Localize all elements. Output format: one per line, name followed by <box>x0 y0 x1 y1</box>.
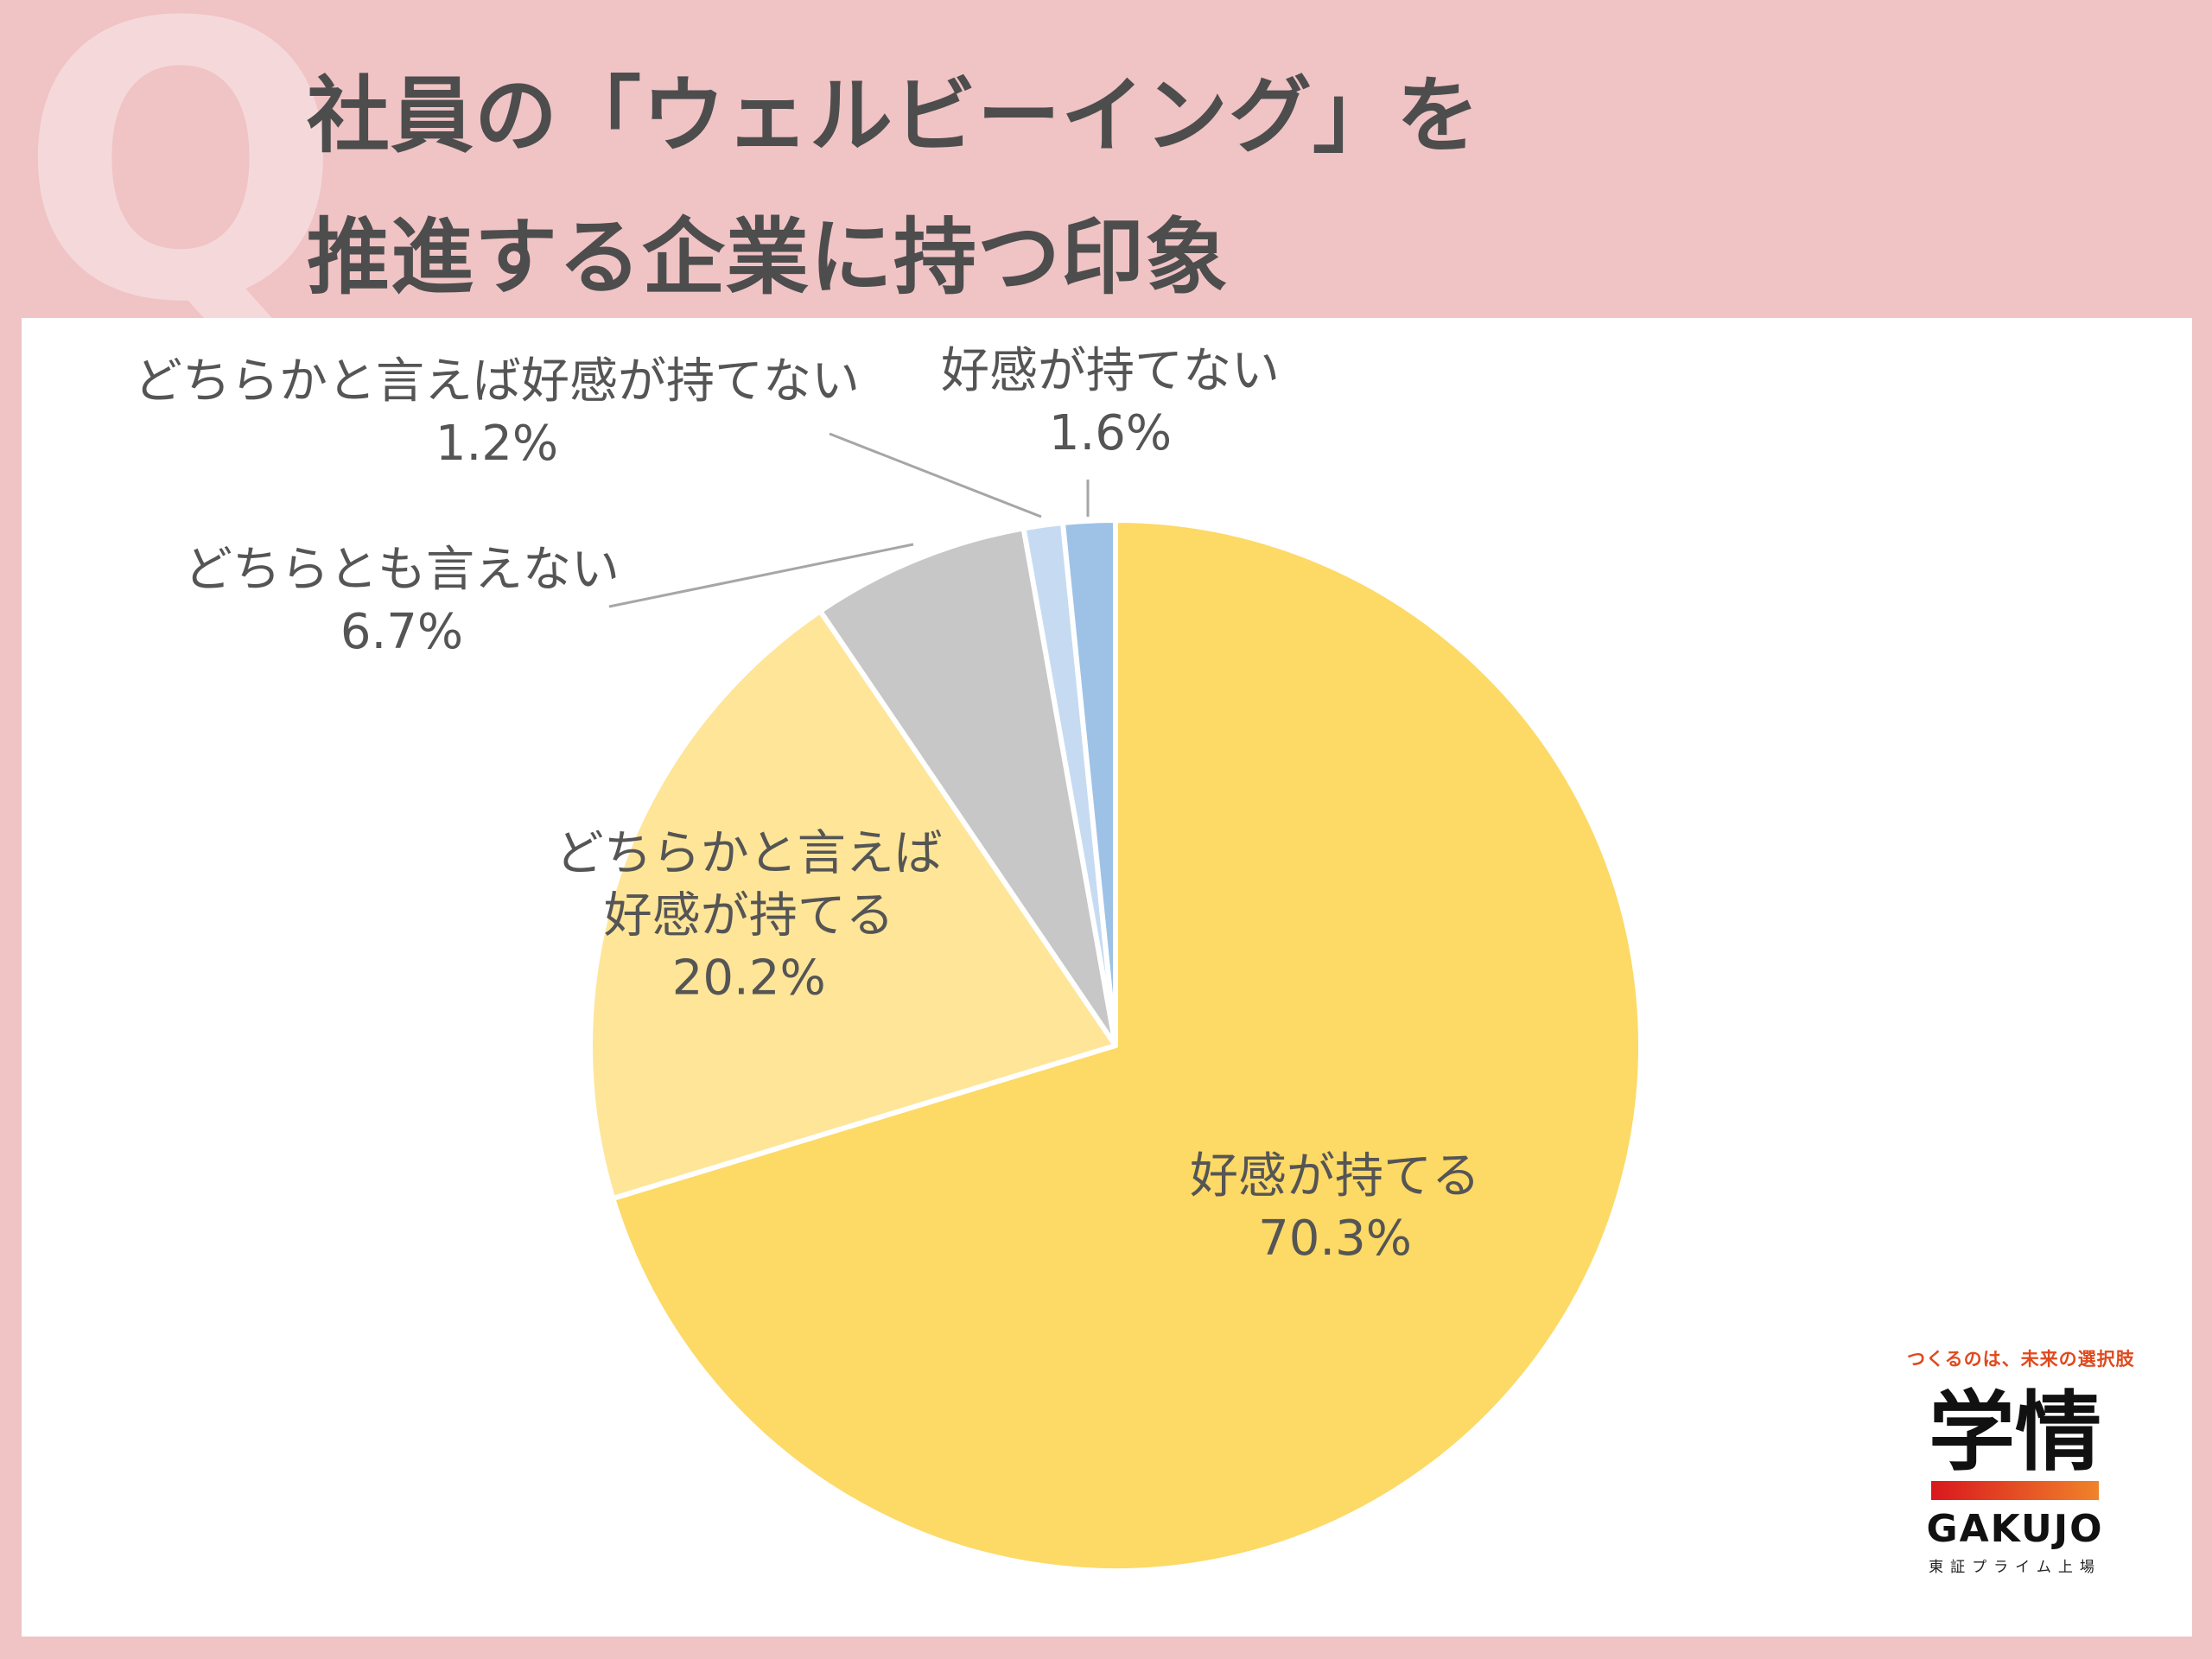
slice-label-4: どちらかと言えば好感が持てない 1.2% <box>134 353 860 472</box>
slice-value-label: 70.3% <box>1258 1211 1412 1267</box>
q-letter-decoration: Q <box>19 0 343 385</box>
leader-line-4 <box>829 432 1042 518</box>
pie-slice-2 <box>588 608 1118 1201</box>
slice-category-label: 好感が持てる <box>604 887 894 944</box>
pie-chart: 好感が持てる 70.3%どちらかと言えば好感が持てる 20.2%どちらとも言えない 6… <box>134 343 1643 1573</box>
brand-name-jp: 学情 <box>1929 1382 2101 1483</box>
slice-category-label: どちらかと言えば好感が持てない <box>134 353 860 410</box>
pie-slice-3 <box>817 525 1118 1048</box>
brand-listing: 東証プライム上場 <box>1929 1559 2101 1576</box>
brand-gradient-bar <box>1931 1481 2099 1500</box>
brand-tagline: つくるのは、未来の選択肢 <box>1907 1349 2135 1370</box>
slice-value-label: 1.2% <box>435 416 558 472</box>
pie-slice-1 <box>610 518 1643 1573</box>
page-title: 社員の「ウェルビーイング」を 推進する企業に持つ印象 <box>307 45 1480 328</box>
slice-value-label: 20.2% <box>672 950 826 1006</box>
leader-line-3 <box>608 543 914 608</box>
slice-category-label: 好感が持てる <box>1190 1148 1480 1205</box>
slice-value-label: 6.7% <box>340 604 463 660</box>
brand-logo: つくるのは、未来の選択肢 学情 GAKUJO 東証プライム上場 <box>1907 1345 2135 1576</box>
slice-label-2: どちらかと言えば好感が持てる 20.2% <box>556 825 943 1006</box>
brand-name-en: GAKUJO <box>1926 1507 2104 1551</box>
slice-value-label: 1.6% <box>1049 405 1172 461</box>
title-line-1: 社員の「ウェルビーイング」を <box>307 67 1480 164</box>
slice-label-1: 好感が持てる 70.3% <box>1190 1148 1480 1267</box>
slice-label-3: どちらとも言えない 6.7% <box>184 542 620 660</box>
slice-category-label: どちらかと言えば <box>556 825 943 881</box>
slice-category-label: 好感が持てない <box>941 343 1280 399</box>
title-line-2: 推進する企業に持つ印象 <box>307 209 1229 306</box>
pie-slice-5 <box>1059 518 1118 1048</box>
slice-category-label: どちらとも言えない <box>184 542 620 598</box>
slice-label-5: 好感が持てない 1.6% <box>941 343 1280 461</box>
chart-panel: 好感が持てる 70.3% どちらかと言えば好感が持てる 20.2% どちらとも言えない 6… <box>22 318 2192 1637</box>
